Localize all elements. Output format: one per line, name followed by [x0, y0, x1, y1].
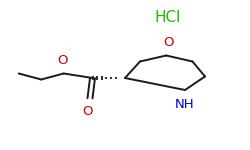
Text: O: O: [57, 54, 68, 67]
Text: O: O: [164, 36, 174, 49]
Text: O: O: [82, 105, 93, 118]
Text: HCl: HCl: [154, 11, 181, 26]
Text: NH: NH: [175, 98, 195, 111]
